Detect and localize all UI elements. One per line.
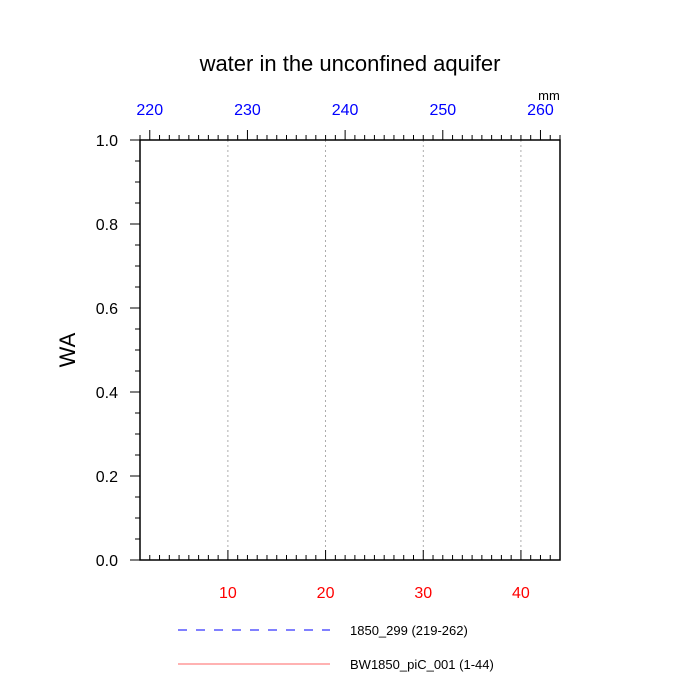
top-axis: 220 230 240 250 260 — [136, 102, 561, 140]
y-tick-label: 1.0 — [96, 133, 118, 150]
bottom-tick-label: 40 — [512, 585, 530, 602]
bottom-axis: 10 20 30 40 — [139, 550, 561, 602]
plot-frame — [139, 139, 561, 561]
y-tick-label: 0.8 — [96, 217, 118, 234]
bottom-tick-label: 30 — [414, 585, 432, 602]
y-tick-label: 0.2 — [96, 469, 118, 486]
top-tick-label: 250 — [429, 102, 456, 119]
legend-label-series-1: 1850_299 (219-262) — [350, 623, 468, 638]
chart-title: water in the unconfined aquifer — [199, 51, 501, 76]
top-tick-label: 240 — [332, 102, 359, 119]
top-tick-label: 260 — [527, 102, 554, 119]
legend: 1850_299 (219-262) BW1850_piC_001 (1-44) — [178, 623, 494, 672]
y-axis-label: WA — [55, 332, 80, 367]
top-tick-label: 230 — [234, 102, 261, 119]
y-tick-label: 0.0 — [96, 553, 118, 570]
top-axis-units: mm — [538, 88, 560, 103]
bottom-tick-label: 10 — [219, 585, 237, 602]
bottom-tick-label: 20 — [317, 585, 335, 602]
y-axis: 0.0 0.2 0.4 0.6 0.8 1.0 — [96, 133, 140, 570]
top-tick-label: 220 — [136, 102, 163, 119]
y-tick-label: 0.4 — [96, 385, 118, 402]
y-tick-label: 0.6 — [96, 301, 118, 318]
legend-label-series-2: BW1850_piC_001 (1-44) — [350, 657, 494, 672]
grid-lines — [227, 140, 522, 560]
